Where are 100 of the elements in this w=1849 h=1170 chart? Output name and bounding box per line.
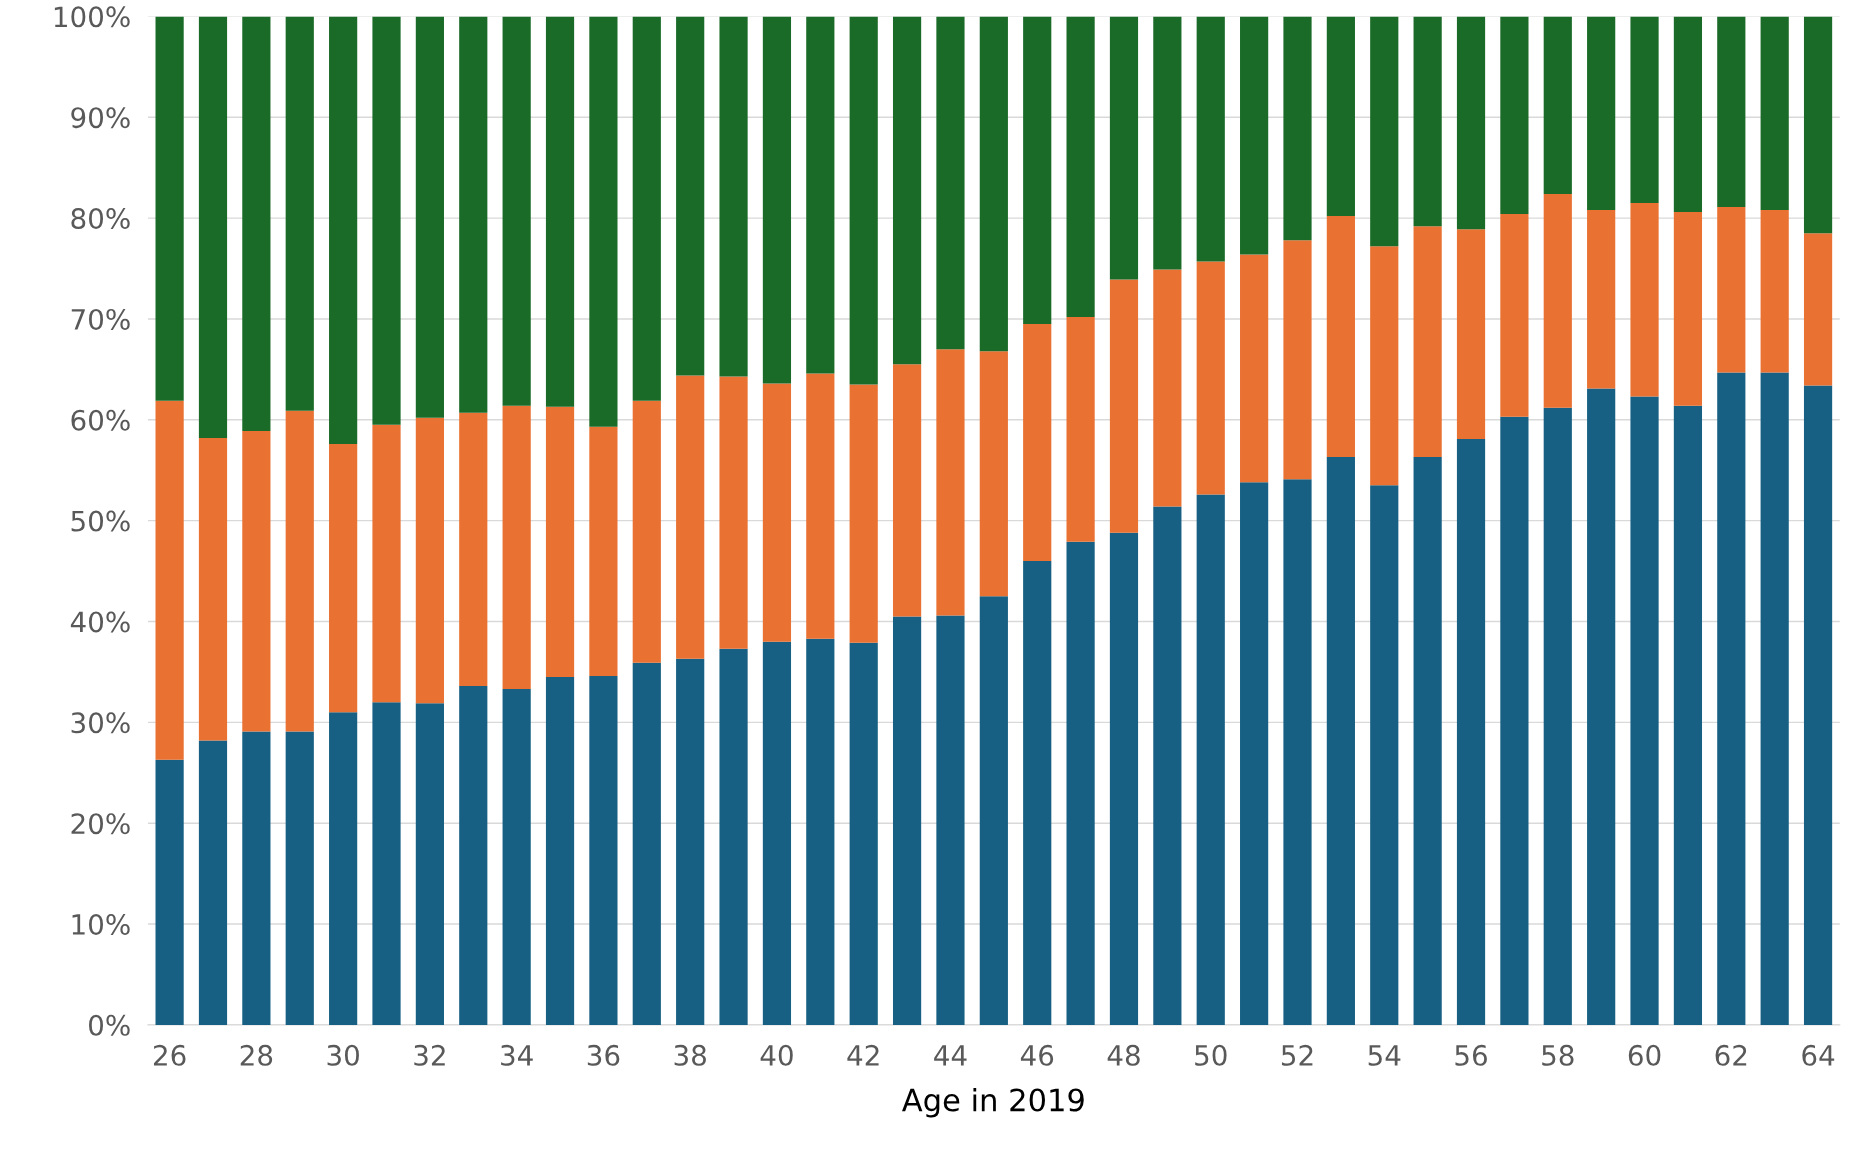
bar [1413, 226, 1442, 458]
bar [632, 400, 661, 663]
bar [1413, 457, 1442, 1025]
bar [285, 731, 314, 1025]
bar [719, 16, 748, 377]
bar [676, 16, 705, 376]
bar [892, 616, 922, 1025]
bar [1630, 202, 1659, 397]
bar [329, 712, 358, 1025]
bar [1500, 416, 1529, 1025]
x-tick-label: 62 [1715, 1044, 1747, 1066]
x-tick-label: 38 [674, 1044, 706, 1066]
bar [502, 689, 531, 1025]
bar [1717, 372, 1746, 1025]
bar [849, 642, 878, 1025]
bar [1803, 385, 1833, 1025]
bar [372, 702, 401, 1025]
bar [1803, 16, 1833, 234]
bar [1283, 16, 1312, 241]
bar [242, 731, 271, 1025]
bar [979, 16, 1008, 352]
x-axis-title: Age in 2019 [902, 1087, 1084, 1118]
bar [1066, 541, 1095, 1025]
bar [1500, 214, 1529, 417]
bar [1066, 316, 1095, 542]
bar [415, 703, 444, 1025]
bar [1109, 532, 1139, 1025]
bar [372, 16, 401, 425]
bar [1370, 246, 1399, 486]
bar [415, 16, 444, 418]
bar [1240, 16, 1269, 255]
y-tick-label: 30% [71, 712, 130, 734]
bar [1370, 485, 1399, 1025]
x-tick-label: 42 [847, 1044, 879, 1066]
bar [1109, 16, 1139, 280]
bar [1023, 323, 1052, 561]
bar [892, 364, 922, 617]
bar [155, 400, 184, 760]
x-tick-label: 56 [1455, 1044, 1487, 1066]
bar [806, 373, 835, 639]
bar [459, 686, 488, 1025]
bar [372, 424, 401, 703]
bar [1717, 206, 1746, 373]
bar [1456, 229, 1486, 439]
bar [545, 16, 575, 407]
bar [632, 16, 661, 401]
bar [155, 16, 184, 401]
x-tick-label: 28 [240, 1044, 273, 1066]
bar [1543, 16, 1572, 194]
x-tick-label: 58 [1542, 1044, 1574, 1066]
bar [676, 658, 705, 1025]
x-tick-label: 46 [1020, 1044, 1054, 1066]
bar [1370, 16, 1399, 247]
bar [936, 615, 965, 1025]
bar [1760, 16, 1789, 211]
bar [1196, 494, 1225, 1025]
bar [198, 437, 228, 741]
bar [676, 375, 705, 659]
bar [849, 384, 878, 643]
bar [1803, 233, 1833, 386]
bar [459, 16, 488, 413]
bar [1717, 16, 1746, 207]
bar [719, 376, 748, 649]
x-tick-label: 30 [327, 1044, 359, 1066]
bar [242, 16, 271, 431]
bar [1760, 372, 1789, 1025]
y-tick-label: 70% [71, 308, 130, 330]
bar [285, 410, 314, 732]
bar [1587, 388, 1616, 1025]
bar [1413, 16, 1442, 227]
bar [806, 638, 835, 1025]
bar [979, 596, 1008, 1025]
bar [936, 16, 965, 350]
bar [1326, 216, 1355, 458]
bar [589, 675, 618, 1025]
bar [936, 349, 965, 616]
bar [545, 406, 575, 677]
y-tick-label: 100% [54, 6, 130, 28]
bar [1153, 16, 1182, 270]
bar [1673, 212, 1703, 406]
bar [1587, 16, 1616, 211]
bar [1326, 16, 1355, 217]
y-tick-label: 0% [89, 1014, 130, 1036]
bar [545, 676, 575, 1025]
bar [285, 16, 314, 411]
bar [1543, 407, 1572, 1025]
x-tick-label: 64 [1802, 1044, 1835, 1066]
x-tick-label: 48 [1107, 1044, 1140, 1066]
x-tick-label: 54 [1368, 1045, 1401, 1066]
bar [1240, 254, 1269, 483]
x-tick-label: 52 [1281, 1044, 1313, 1066]
y-tick-label: 60% [71, 409, 130, 431]
bar [1456, 16, 1486, 230]
bar [1456, 438, 1486, 1025]
x-tick-label: 60 [1628, 1044, 1661, 1066]
x-tick-label: 40 [760, 1044, 793, 1066]
bar [242, 430, 271, 732]
y-tick-label: 10% [72, 914, 130, 936]
bar [198, 16, 228, 438]
y-tick-label: 90% [71, 107, 130, 129]
